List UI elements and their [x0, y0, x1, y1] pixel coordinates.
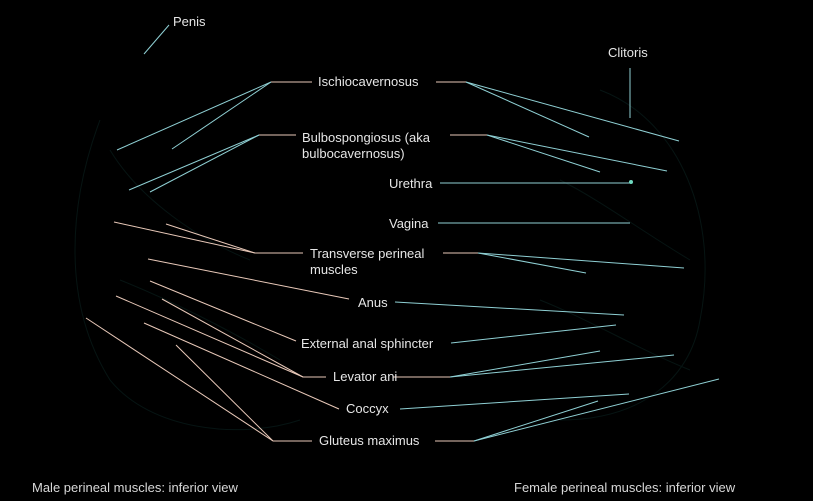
- leader-transverse-female-1: [477, 252, 587, 274]
- label-gluteus-maximus: Gluteus maximus: [319, 433, 420, 448]
- leader-bulbo-female-1: [486, 134, 601, 173]
- leader-penis: [143, 24, 170, 55]
- leader-bulbo-female-2: [486, 134, 668, 172]
- leader-anus-left: [147, 258, 350, 300]
- label-transverse-perineal: Transverse perineal muscles: [310, 246, 424, 278]
- urethra-dot: [629, 180, 633, 184]
- label-penis: Penis: [173, 14, 206, 29]
- leader-levator-male-1: [115, 295, 304, 378]
- leader-gluteus-female-1: [473, 400, 599, 442]
- label-bulbospongiosus: Bulbospongiosus (aka bulbocavernosus): [302, 130, 430, 162]
- caption-male: Male perineal muscles: inferior view: [32, 480, 238, 495]
- male-anatomy-sketch: [74, 119, 301, 431]
- caption-female: Female perineal muscles: inferior view: [514, 480, 736, 495]
- leader-ischio-female-1: [465, 81, 590, 138]
- label-external-anal-sphincter: External anal sphincter: [301, 336, 434, 351]
- leader-gluteus-male-2: [175, 344, 274, 442]
- leader-coccyx-right: [399, 393, 630, 410]
- leader-levator-female-1: [449, 350, 601, 378]
- leader-transverse-male-1: [113, 221, 256, 254]
- leader-gluteus-female-2: [473, 378, 720, 442]
- label-clitoris: Clitoris: [608, 45, 648, 60]
- leader-ischio-male-2: [171, 81, 272, 150]
- leader-anus-right: [394, 301, 625, 316]
- leader-transverse-male-2: [165, 223, 256, 254]
- label-urethra: Urethra: [389, 176, 433, 191]
- leader-gluteus-male-1: [85, 317, 274, 442]
- leader-bulbo-male-2: [149, 134, 260, 193]
- label-bulbospongiosus-line1: Bulbospongiosus (aka: [302, 130, 430, 145]
- label-vagina: Vagina: [389, 216, 429, 231]
- label-transverse-line1: Transverse perineal: [310, 246, 425, 261]
- leader-eas-left: [149, 280, 297, 342]
- label-coccyx: Coccyx: [346, 401, 389, 416]
- leader-bulbo-male-1: [128, 134, 260, 191]
- leader-ischio-male-1: [116, 81, 272, 151]
- label-ischiocavernosus: Ischiocavernosus: [318, 74, 419, 89]
- leader-eas-right: [450, 324, 617, 344]
- leader-levator-male-2: [161, 298, 304, 378]
- leader-coccyx-left: [143, 322, 340, 410]
- leader-levator-female-2: [449, 354, 675, 378]
- label-levator-ani: Levator ani: [333, 369, 398, 384]
- label-anus: Anus: [358, 295, 388, 310]
- label-transverse-line2: muscles: [310, 262, 358, 277]
- label-bulbospongiosus-line2: bulbocavernosus): [302, 146, 405, 161]
- leader-transverse-female-2: [477, 252, 685, 269]
- leader-ischio-female-2: [465, 81, 680, 142]
- female-anatomy-sketch: [539, 89, 706, 421]
